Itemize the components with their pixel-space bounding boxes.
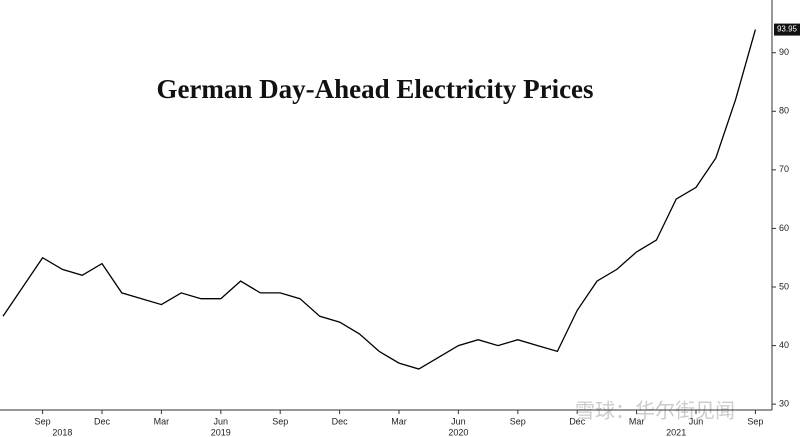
y-tick-label: 90 xyxy=(779,47,789,57)
y-tick-label: 60 xyxy=(779,223,789,233)
x-tick-label: Mar xyxy=(154,416,170,426)
last-value-label: 93.95 xyxy=(777,25,798,34)
price-line xyxy=(2,29,757,370)
x-tick-label: Sep xyxy=(510,416,526,426)
x-tick-label: Dec xyxy=(569,416,586,426)
watermark: 雪球：华尔街见闻 xyxy=(575,399,735,422)
chart-title: German Day-Ahead Electricity Prices xyxy=(156,74,593,104)
y-tick-label: 50 xyxy=(779,281,789,291)
y-tick-label: 30 xyxy=(779,399,789,409)
x-tick-label: Dec xyxy=(94,416,111,426)
x-tick-label: Mar xyxy=(391,416,407,426)
y-tick-label: 40 xyxy=(779,340,789,350)
year-label: 2021 xyxy=(666,427,686,437)
y-tick-label: 80 xyxy=(779,106,789,116)
last-value-box xyxy=(774,23,800,36)
year-label: 2020 xyxy=(448,427,468,437)
year-label: 2019 xyxy=(211,427,231,437)
x-tick-label: Sep xyxy=(272,416,288,426)
year-label: 2018 xyxy=(52,427,72,437)
x-tick-label: Mar xyxy=(629,416,645,426)
x-tick-label: Sep xyxy=(747,416,763,426)
y-tick-label: 70 xyxy=(779,164,789,174)
x-tick-label: Jun xyxy=(451,416,466,426)
x-tick-label: Jun xyxy=(214,416,229,426)
x-tick-label: Dec xyxy=(332,416,349,426)
x-tick-label: Jun xyxy=(689,416,704,426)
x-tick-label: Sep xyxy=(35,416,51,426)
